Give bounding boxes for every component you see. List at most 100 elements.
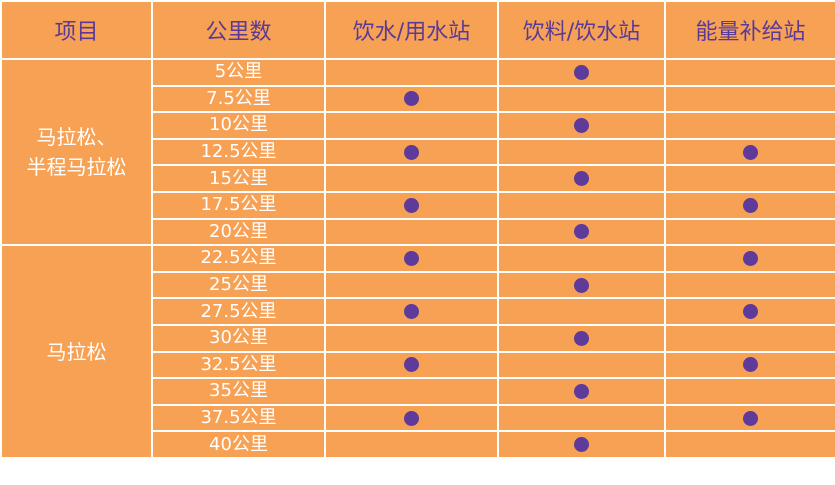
station-dot-icon — [574, 64, 589, 80]
station-dot-icon — [404, 304, 419, 320]
distance-cell: 22.5公里 — [151, 244, 326, 273]
water-station-cell — [324, 297, 499, 326]
energy-station-cell — [664, 377, 835, 406]
energy-station-cell — [664, 164, 835, 193]
water-station-cell — [324, 244, 499, 273]
station-dot-icon — [743, 144, 758, 160]
group-label-line: 马拉松 — [46, 339, 107, 364]
station-dot-icon — [743, 197, 758, 213]
energy-station-cell — [664, 58, 835, 87]
drink-station-cell — [497, 403, 666, 433]
drink-station-cell — [497, 164, 666, 193]
water-station-cell — [324, 403, 499, 433]
distance-cell: 37.5公里 — [151, 403, 326, 433]
drink-station-cell — [497, 377, 666, 406]
water-station-cell — [324, 84, 499, 114]
header-distance: 公里数 — [151, 0, 326, 60]
station-dot-icon — [404, 357, 419, 373]
aid-station-table: 项目 公里数 饮水/用水站 饮料/饮水站 能量补给站 马拉松、 半程马拉松 5公里 7… — [0, 0, 835, 459]
distance-cell: 35公里 — [151, 377, 326, 406]
drink-station-cell — [497, 58, 666, 87]
table-row: 20公里 — [1, 217, 835, 247]
drink-station-cell — [497, 111, 666, 140]
distance-cell: 12.5公里 — [151, 137, 326, 167]
table-row: 15公里 — [1, 164, 835, 193]
header-energy-station: 能量补给站 — [664, 0, 835, 60]
drink-station-cell — [497, 137, 666, 167]
water-station-cell — [324, 350, 499, 380]
distance-cell: 27.5公里 — [151, 297, 326, 326]
water-station-cell — [324, 137, 499, 167]
station-dot-icon — [574, 330, 589, 346]
drink-station-cell — [497, 190, 666, 220]
group-label-line: 半程马拉松 — [26, 155, 127, 180]
energy-station-cell — [664, 323, 835, 353]
header-water-station: 饮水/用水站 — [324, 0, 499, 60]
distance-cell: 10公里 — [151, 111, 326, 140]
station-dot-icon — [574, 437, 589, 453]
station-dot-icon — [404, 197, 419, 213]
distance-cell: 30公里 — [151, 323, 326, 353]
table-row: 12.5公里 — [1, 137, 835, 167]
table-row: 10公里 — [1, 111, 835, 140]
water-station-cell — [324, 58, 499, 87]
distance-cell: 25公里 — [151, 270, 326, 300]
header-row: 项目 公里数 饮水/用水站 饮料/饮水站 能量补给站 — [0, 0, 835, 60]
energy-station-cell — [664, 84, 835, 114]
station-dot-icon — [404, 250, 419, 266]
distance-cell: 32.5公里 — [151, 350, 326, 380]
table-row: 25公里 — [1, 270, 835, 300]
energy-station-cell — [664, 297, 835, 326]
drink-station-cell — [497, 297, 666, 326]
table-row: 30公里 — [1, 323, 835, 353]
water-station-cell — [324, 323, 499, 353]
header-drink-station: 饮料/饮水站 — [497, 0, 666, 60]
table-row: 17.5公里 — [1, 190, 835, 220]
drink-station-cell — [497, 270, 666, 300]
table-row: 37.5公里 — [1, 403, 835, 433]
table-row: 40公里 — [1, 430, 835, 459]
energy-station-cell — [664, 137, 835, 167]
group-label-line: 马拉松、 — [36, 125, 117, 150]
drink-station-cell — [497, 84, 666, 114]
station-dot-icon — [404, 410, 419, 426]
table-row: 27.5公里 — [1, 297, 835, 326]
station-dot-icon — [574, 277, 589, 293]
station-dot-icon — [743, 250, 758, 266]
drink-station-cell — [497, 430, 666, 459]
water-station-cell — [324, 217, 499, 247]
drink-station-cell — [497, 350, 666, 380]
station-dot-icon — [574, 224, 589, 240]
water-station-cell — [324, 190, 499, 220]
distance-cell: 17.5公里 — [151, 190, 326, 220]
energy-station-cell — [664, 217, 835, 247]
header-item: 项目 — [0, 0, 153, 60]
water-station-cell — [324, 430, 499, 459]
energy-station-cell — [664, 111, 835, 140]
energy-station-cell — [664, 244, 835, 273]
table-row: 32.5公里 — [1, 350, 835, 380]
energy-station-cell — [664, 270, 835, 300]
water-station-cell — [324, 270, 499, 300]
drink-station-cell — [497, 217, 666, 247]
distance-cell: 5公里 — [151, 58, 326, 87]
water-station-cell — [324, 111, 499, 140]
distance-cell: 15公里 — [151, 164, 326, 193]
station-dot-icon — [574, 383, 589, 399]
distance-cell: 40公里 — [151, 430, 326, 459]
energy-station-cell — [664, 403, 835, 433]
station-dot-icon — [743, 410, 758, 426]
group-label: 马拉松、 半程马拉松 — [0, 57, 153, 247]
table-row: 35公里 — [1, 377, 835, 406]
table-row: 马拉松 22.5公里 — [0, 244, 835, 459]
energy-station-cell — [664, 190, 835, 220]
station-dot-icon — [743, 304, 758, 320]
drink-station-cell — [497, 323, 666, 353]
station-dot-icon — [574, 117, 589, 133]
station-dot-icon — [404, 144, 419, 160]
group-label: 马拉松 — [0, 244, 153, 459]
table-row: 马拉松、 半程马拉松 5公里 — [0, 57, 835, 247]
station-dot-icon — [743, 357, 758, 373]
table-row: 7.5公里 — [1, 84, 835, 114]
energy-station-cell — [664, 350, 835, 380]
